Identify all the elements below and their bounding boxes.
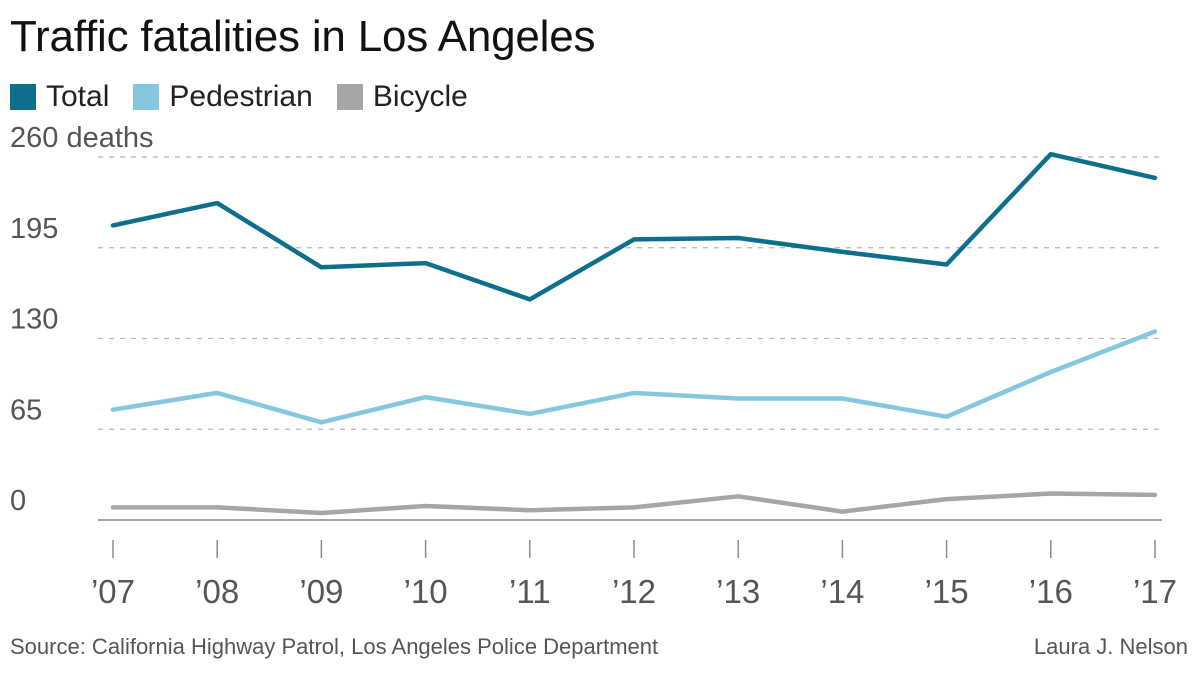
legend: Total Pedestrian Bicycle — [10, 80, 492, 114]
legend-item-bicycle: Bicycle — [336, 80, 468, 114]
legend-swatch-pedestrian — [133, 84, 160, 110]
legend-label-bicycle: Bicycle — [372, 80, 468, 113]
series-line-bicycle — [110, 491, 1158, 516]
legend-swatch-bicycle — [336, 84, 363, 110]
x-tick-label: ’08 — [195, 573, 239, 610]
x-tick-label: ’07 — [91, 573, 135, 610]
legend-item-total: Total — [10, 80, 109, 114]
x-tick-label: ’12 — [612, 573, 656, 610]
x-tick-label: ’09 — [299, 573, 343, 610]
author-credit: Laura J. Nelson — [1033, 634, 1188, 659]
legend-swatch-total — [10, 84, 36, 110]
x-tick-label: ’13 — [716, 573, 760, 610]
y-tick-label: 195 — [10, 213, 58, 245]
y-tick-label: 65 — [10, 394, 42, 426]
series-line-total — [110, 151, 1158, 302]
y-tick-label: 260 deaths — [10, 122, 154, 154]
series-line-pedestrian — [110, 329, 1158, 425]
source-note: Source: California Highway Patrol, Los A… — [10, 634, 659, 659]
y-tick-label: 130 — [10, 304, 58, 336]
x-tick-label: ’15 — [925, 573, 969, 610]
legend-item-pedestrian: Pedestrian — [133, 80, 313, 114]
legend-label-pedestrian: Pedestrian — [169, 80, 313, 113]
x-tick-label: ’16 — [1029, 573, 1073, 610]
x-tick-label: ’17 — [1133, 573, 1177, 610]
y-tick-label: 0 — [10, 485, 26, 517]
x-tick-label: ’14 — [820, 573, 864, 610]
chart-title: Traffic fatalities in Los Angeles — [10, 12, 596, 61]
x-tick-label: ’11 — [509, 573, 551, 610]
legend-label-total: Total — [46, 80, 110, 113]
x-tick-label: ’10 — [404, 573, 448, 610]
